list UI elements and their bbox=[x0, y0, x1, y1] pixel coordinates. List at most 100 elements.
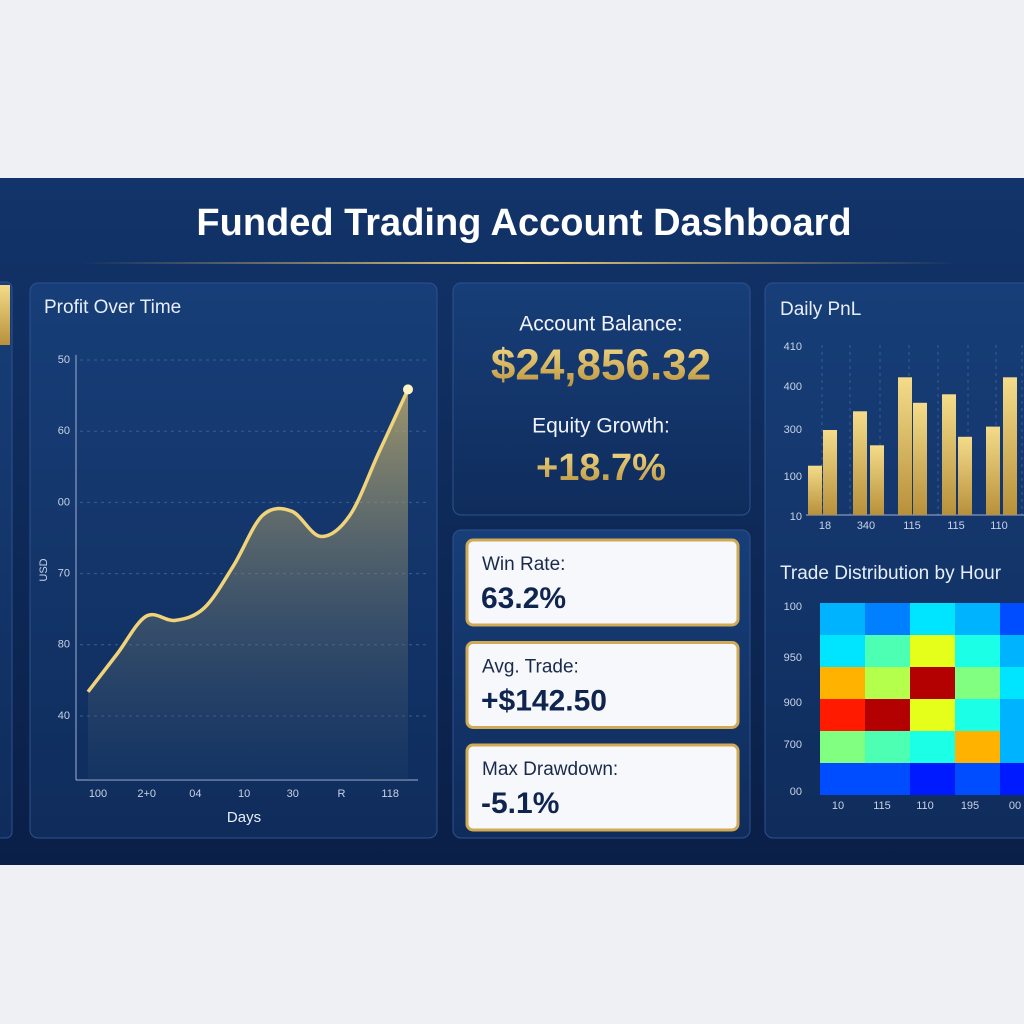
x-tick-label: 195 bbox=[961, 800, 979, 812]
heat-cell bbox=[910, 731, 955, 763]
bar bbox=[1003, 377, 1017, 515]
y-tick-label: 80 bbox=[58, 639, 70, 651]
heat-cell bbox=[910, 763, 955, 795]
profit-line bbox=[86, 388, 410, 693]
heat-cell bbox=[910, 667, 955, 699]
stat-value: 63.2% bbox=[481, 582, 566, 615]
heat-cell bbox=[820, 731, 865, 763]
x-tick-label: 2+0 bbox=[137, 788, 156, 800]
y-tick-label: 100 bbox=[784, 471, 802, 483]
heat-cell bbox=[910, 699, 955, 731]
bar bbox=[942, 394, 956, 515]
x-tick-label: 340 bbox=[857, 520, 875, 532]
heat-cell bbox=[1000, 699, 1024, 731]
heat-cell bbox=[1000, 667, 1024, 699]
heat-cell bbox=[865, 635, 910, 667]
stat-card bbox=[465, 641, 740, 729]
x-tick-label: 118 bbox=[381, 788, 399, 800]
heat-cell bbox=[955, 763, 1000, 795]
x-tick-label: 04 bbox=[189, 788, 201, 800]
heat-cell bbox=[910, 603, 955, 635]
stat-label: Win Rate: bbox=[482, 554, 565, 575]
heat-cell bbox=[955, 699, 1000, 731]
x-tick-label: 110 bbox=[990, 520, 1008, 532]
panel-title: Daily PnL bbox=[780, 299, 861, 320]
y-tick-label: 10 bbox=[790, 511, 802, 523]
stat-card bbox=[465, 538, 740, 627]
balance-panel bbox=[452, 282, 751, 516]
panel-title: Trade Distribution by Hour bbox=[780, 563, 1002, 584]
y-tick-label: 950 bbox=[784, 652, 802, 664]
stat-card bbox=[465, 743, 740, 832]
bar bbox=[898, 377, 912, 515]
bar bbox=[853, 411, 867, 515]
y-tick-label: 40 bbox=[58, 710, 70, 722]
x-axis-label: Days bbox=[227, 809, 261, 826]
heat-cell bbox=[865, 763, 910, 795]
x-tick-label: 115 bbox=[873, 800, 891, 812]
x-tick-label: 115 bbox=[947, 520, 965, 532]
y-tick-label: 00 bbox=[790, 786, 802, 798]
y-tick-label: 300 bbox=[784, 424, 802, 436]
bar bbox=[913, 402, 927, 515]
heat-cell bbox=[1000, 635, 1024, 667]
area-fill bbox=[88, 389, 408, 780]
x-tick-label: 10 bbox=[832, 800, 844, 812]
bar bbox=[870, 445, 884, 515]
bar bbox=[958, 436, 972, 515]
heat-cell bbox=[820, 667, 865, 699]
x-tick-label: 10 bbox=[238, 788, 250, 800]
heat-cell bbox=[910, 635, 955, 667]
heat-cell bbox=[820, 699, 865, 731]
stat-label: Max Drawdown: bbox=[482, 759, 618, 780]
heat-cell bbox=[1000, 603, 1024, 635]
heat-cell bbox=[955, 603, 1000, 635]
panel-title: Profit Over Time bbox=[44, 297, 181, 318]
y-tick-label: 100 bbox=[784, 601, 802, 613]
dashboard-title: Funded Trading Account Dashboard bbox=[196, 202, 851, 244]
heat-cell bbox=[955, 731, 1000, 763]
bar bbox=[986, 426, 1000, 515]
heat-cell bbox=[865, 603, 910, 635]
heat-cell bbox=[865, 667, 910, 699]
x-tick-label: 00 bbox=[1009, 800, 1021, 812]
heat-cell bbox=[820, 635, 865, 667]
bar bbox=[808, 465, 822, 515]
end-point bbox=[403, 384, 413, 395]
heat-cell bbox=[1000, 763, 1024, 795]
stat-value: +$142.50 bbox=[481, 684, 607, 717]
y-axis-label: USD bbox=[38, 558, 50, 581]
heat-cell bbox=[955, 635, 1000, 667]
x-tick-label: R bbox=[338, 788, 346, 800]
heat-cell bbox=[865, 731, 910, 763]
balance-value: $24,856.32 bbox=[491, 341, 711, 390]
y-tick-label: 400 bbox=[784, 381, 802, 393]
x-tick-label: 110 bbox=[916, 800, 934, 812]
bar bbox=[823, 430, 837, 515]
x-tick-label: 100 bbox=[89, 788, 107, 800]
x-tick-label: 115 bbox=[903, 520, 921, 532]
side-accent bbox=[0, 285, 10, 345]
balance-label: Account Balance: bbox=[519, 313, 682, 336]
y-tick-label: 700 bbox=[784, 739, 802, 751]
stat-value: -5.1% bbox=[481, 787, 559, 820]
growth-label: Equity Growth: bbox=[532, 415, 670, 438]
y-tick-label: 60 bbox=[58, 425, 70, 437]
growth-value: +18.7% bbox=[536, 447, 666, 489]
y-tick-label: 410 bbox=[784, 341, 802, 353]
heat-cell bbox=[1000, 731, 1024, 763]
y-tick-label: 70 bbox=[58, 568, 70, 580]
x-tick-label: 30 bbox=[287, 788, 299, 800]
side-panel bbox=[0, 281, 13, 839]
y-tick-label: 50 bbox=[58, 354, 70, 366]
heat-cell bbox=[820, 763, 865, 795]
x-tick-label: 18 bbox=[819, 520, 831, 532]
heat-cell bbox=[865, 699, 910, 731]
heat-cell bbox=[955, 667, 1000, 699]
y-tick-label: 900 bbox=[784, 697, 802, 709]
heat-cell bbox=[820, 603, 865, 635]
title-rule bbox=[80, 262, 960, 264]
stat-label: Avg. Trade: bbox=[482, 657, 579, 678]
